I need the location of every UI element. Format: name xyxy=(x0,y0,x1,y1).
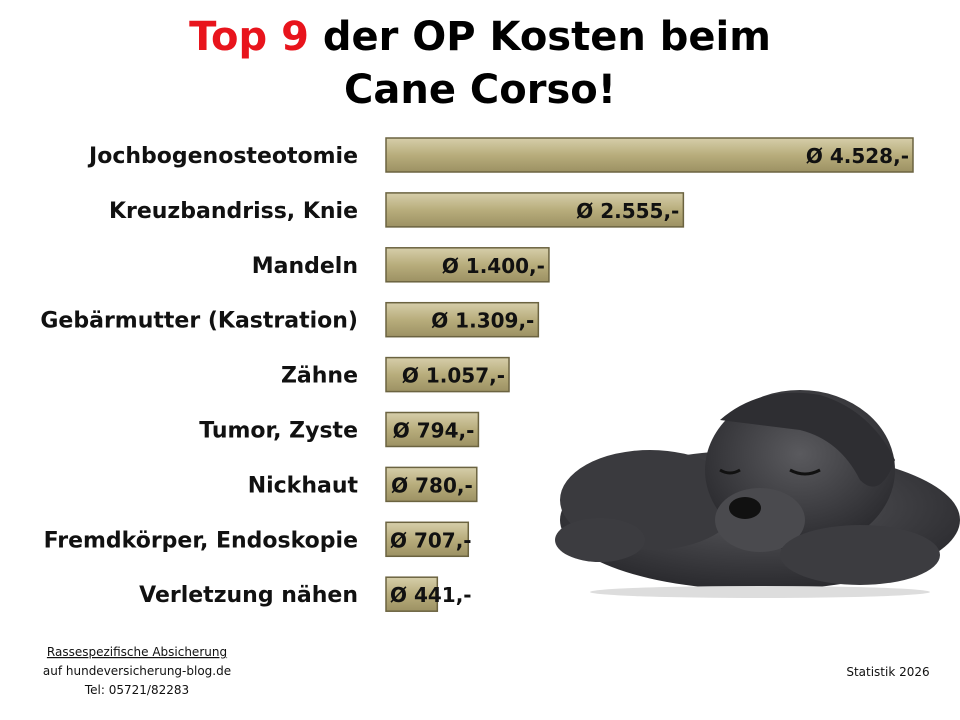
title-highlight: Top 9 xyxy=(189,14,309,60)
bar xyxy=(385,466,478,503)
bar xyxy=(385,192,685,228)
source: Tel: 05721/82283 xyxy=(84,683,189,697)
title-line: der OP Kosten beim xyxy=(323,14,771,60)
bar xyxy=(385,411,480,448)
value-label: Ø 1.400,- xyxy=(442,254,545,278)
category-label: Fremdkörper, Endoskopie xyxy=(44,528,358,553)
bar xyxy=(385,301,540,338)
value-label: Ø 780,- xyxy=(391,473,473,497)
value-label: Ø 441,- xyxy=(390,583,472,607)
value-label: Ø 794,- xyxy=(393,419,475,443)
category-label: Kreuzbandriss, Knie xyxy=(109,199,358,224)
value-label: Ø 707,- xyxy=(390,528,472,552)
category-label: Tumor, Zyste xyxy=(199,419,358,444)
category-label: Mandeln xyxy=(252,254,358,279)
category-label: Nickhaut xyxy=(248,473,359,498)
category-label: Gebärmutter (Kastration) xyxy=(40,309,358,334)
bar xyxy=(385,137,914,173)
category-label: Jochbogenosteotomie xyxy=(87,144,358,169)
bar xyxy=(385,247,550,283)
value-label: Ø 1.309,- xyxy=(431,309,534,333)
note: Statistik 2026 xyxy=(846,665,929,679)
category-label: Verletzung nähen xyxy=(139,583,358,608)
bar xyxy=(385,356,510,393)
bar xyxy=(385,521,470,558)
category-label: Zähne xyxy=(281,364,358,389)
value-label: Ø 4.528,- xyxy=(806,144,909,168)
source: Rassespezifische Absicherung xyxy=(47,645,227,659)
value-label: Ø 2.555,- xyxy=(576,199,679,223)
bar xyxy=(385,576,439,612)
source: auf hundeversicherung-blog.de xyxy=(43,664,231,678)
dog-illustration xyxy=(555,390,960,598)
value-label: Ø 1.057,- xyxy=(402,364,505,388)
chart-title: Top 9 der OP Kosten beim xyxy=(189,14,771,60)
title-line: Cane Corso! xyxy=(344,67,616,113)
